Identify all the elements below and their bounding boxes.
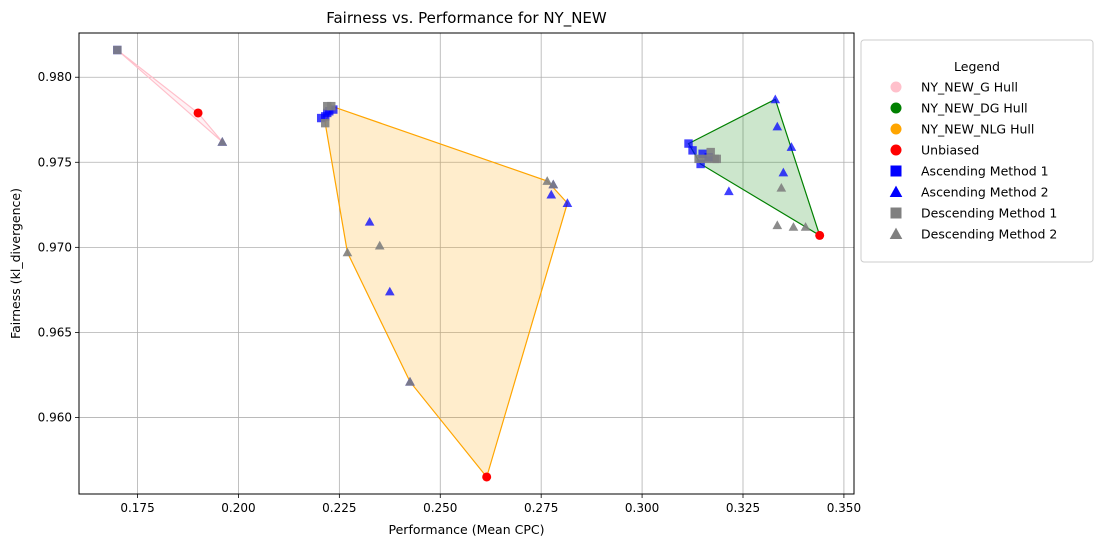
point-descending-method-2 — [542, 176, 553, 185]
point-ascending-method-1 — [696, 159, 705, 169]
legend-marker — [890, 123, 902, 135]
point-descending-method-2 — [788, 222, 799, 231]
point-descending-method-1 — [702, 154, 711, 164]
legend-marker — [890, 165, 902, 177]
hull-ny-new-dg-hull — [687, 98, 821, 237]
point-descending-method-2 — [800, 222, 811, 231]
point-descending-method-2 — [405, 376, 415, 386]
y-axis-ticks: 0.960 0.965 0.970 0.975 0.980 — [38, 70, 79, 424]
point-ascending-method-2 — [786, 142, 797, 151]
legend-box — [860, 39, 1094, 263]
x-axis-label: Performance (Mean CPC) — [389, 522, 545, 537]
point-descending-method-2 — [342, 247, 353, 257]
plot-area-frame — [78, 32, 855, 495]
x-tick-label: 0.175 — [120, 501, 154, 515]
point-descending-method-2 — [772, 220, 783, 230]
point-ascending-method-2 — [562, 198, 573, 207]
chart-title: Fairness vs. Performance for NY_NEW — [326, 9, 607, 28]
x-tick-label: 0.200 — [221, 501, 255, 515]
hull-polygons — [116, 49, 821, 479]
x-axis-ticks: 0.175 0.200 0.225 0.250 0.275 0.300 0.325 0.350 — [120, 494, 861, 515]
legend-entries: NY_NEW_G Hull NY_NEW_DG Hull NY_NEW_NLG Hu… — [889, 80, 1057, 242]
legend-marker — [890, 102, 902, 114]
legend-marker — [889, 227, 903, 240]
point-descending-method-1 — [694, 154, 703, 164]
y-tick-label: 0.975 — [38, 155, 72, 169]
point-descending-method-2 — [548, 179, 559, 189]
point-descending-method-2 — [776, 182, 787, 192]
hull-ny-new-g-hull — [116, 49, 223, 143]
point-unbiased — [482, 472, 492, 482]
point-ascending-method-2 — [724, 186, 734, 196]
point-descending-method-2 — [374, 240, 385, 250]
legend-entry-label: Ascending Method 2 — [921, 185, 1049, 200]
point-ascending-method-1 — [684, 139, 693, 148]
point-ascending-method-2 — [772, 121, 783, 131]
y-tick-label: 0.980 — [38, 70, 72, 84]
legend-entry-label: NY_NEW_NLG Hull — [921, 122, 1034, 137]
x-tick-label: 0.250 — [423, 501, 457, 515]
legend-marker — [890, 144, 902, 156]
point-unbiased — [815, 230, 825, 240]
x-tick-label: 0.300 — [625, 501, 659, 515]
point-ascending-method-2 — [546, 189, 557, 199]
legend-marker — [889, 185, 903, 198]
legend-entry-label: Unbiased — [921, 143, 979, 158]
point-ascending-method-2 — [384, 286, 395, 296]
legend-entry-label: NY_NEW_G Hull — [921, 80, 1018, 95]
data-points — [113, 45, 825, 482]
legend-entry-label: Descending Method 1 — [921, 206, 1057, 221]
y-axis-label: Fairness (kl_divergence) — [8, 188, 23, 339]
x-tick-label: 0.325 — [726, 501, 760, 515]
hull-ny-new-nlg-hull — [324, 105, 569, 479]
legend-marker — [890, 81, 902, 93]
point-ascending-method-2 — [364, 216, 375, 226]
point-descending-method-1 — [321, 118, 330, 128]
y-tick-label: 0.965 — [38, 325, 72, 339]
point-descending-method-2 — [217, 137, 228, 146]
point-unbiased — [193, 108, 203, 118]
point-descending-method-1 — [706, 147, 715, 157]
x-tick-label: 0.350 — [827, 501, 861, 515]
x-tick-label: 0.275 — [524, 501, 558, 515]
point-ascending-method-1 — [688, 146, 697, 155]
legend-marker — [890, 207, 902, 219]
point-ascending-method-1 — [698, 149, 707, 158]
point-descending-method-1 — [113, 45, 122, 55]
y-tick-label: 0.970 — [38, 240, 72, 254]
legend-title: Legend — [954, 59, 1000, 74]
y-tick-label: 0.960 — [38, 410, 72, 424]
point-ascending-method-2 — [770, 94, 781, 104]
legend-entry-label: Descending Method 2 — [921, 227, 1057, 242]
grid-lines — [79, 33, 854, 494]
point-descending-method-1 — [327, 101, 336, 111]
x-tick-label: 0.225 — [322, 501, 356, 515]
point-ascending-method-2 — [778, 167, 789, 177]
point-descending-method-1 — [712, 154, 721, 164]
legend-entry-label: Ascending Method 1 — [921, 164, 1049, 179]
legend-entry-label: NY_NEW_DG Hull — [921, 101, 1028, 116]
